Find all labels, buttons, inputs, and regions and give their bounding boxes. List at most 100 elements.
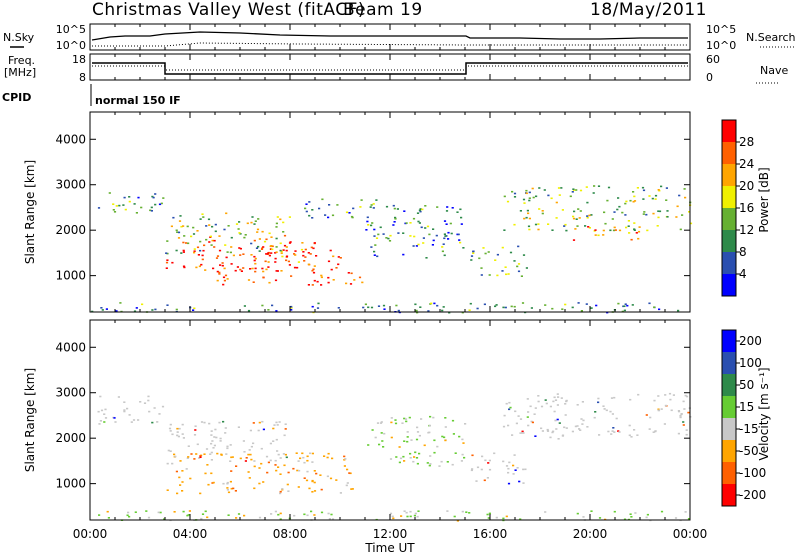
range-cell [327, 512, 330, 515]
range-cell [169, 430, 172, 432]
velocity-ylabel: Slant Range [km] [23, 368, 37, 472]
range-cell [276, 270, 279, 272]
range-cell [274, 252, 277, 254]
range-cell [649, 416, 652, 419]
range-cell [107, 517, 110, 519]
range-cell [420, 418, 423, 420]
range-cell [418, 434, 421, 437]
range-cell [173, 511, 176, 513]
range-cell [239, 254, 242, 256]
range-cell [398, 446, 401, 448]
range-cell [595, 304, 598, 307]
range-cell [320, 274, 323, 277]
range-cell [272, 427, 275, 430]
range-cell [402, 455, 405, 458]
range-cell [283, 464, 286, 467]
range-cell [564, 303, 567, 306]
range-cell [520, 275, 523, 277]
range-cell [512, 473, 515, 475]
colorbar-tick-label: 16 [739, 201, 754, 215]
range-cell [205, 225, 208, 227]
range-cell [507, 424, 510, 427]
range-cell [304, 207, 307, 210]
range-cell [210, 430, 213, 432]
range-cell [173, 453, 176, 456]
range-cell [315, 472, 318, 475]
range-cell [409, 510, 412, 513]
freq-trace [92, 62, 688, 75]
range-cell [124, 208, 127, 211]
range-cell [367, 306, 370, 309]
range-cell [154, 203, 157, 206]
range-cell [597, 185, 601, 187]
range-cell [270, 245, 273, 247]
range-cell [153, 407, 156, 409]
range-cell [210, 451, 213, 454]
range-cell [678, 194, 681, 197]
range-cell [414, 451, 417, 454]
range-cell [685, 395, 689, 398]
range-cell [628, 232, 631, 234]
range-cell [175, 229, 178, 232]
range-cell [177, 237, 181, 239]
range-cell [579, 210, 582, 212]
range-cell [160, 202, 163, 205]
range-cell [247, 279, 251, 281]
range-cell [385, 205, 389, 208]
range-cell [282, 221, 285, 224]
range-cell [621, 211, 624, 214]
range-cell [188, 510, 191, 512]
nsearch-label: N.Search [746, 31, 796, 44]
range-cell [598, 517, 602, 519]
range-cell [609, 410, 612, 413]
range-cell [535, 195, 538, 198]
range-cell [161, 405, 165, 408]
range-cell [593, 416, 596, 419]
range-cell [240, 270, 243, 272]
range-cell [502, 306, 505, 309]
range-cell [226, 445, 229, 448]
range-cell [389, 234, 392, 237]
range-cell [313, 470, 316, 472]
range-cell [574, 228, 577, 230]
range-cell [416, 515, 419, 518]
range-cell [461, 438, 464, 441]
range-cell [525, 192, 528, 195]
colorbar-tick-label: 4 [739, 267, 747, 281]
range-cell [207, 218, 211, 221]
range-cell [564, 223, 567, 226]
range-cell [260, 462, 263, 465]
range-cell [317, 302, 320, 305]
range-cell [343, 455, 346, 458]
range-cell [537, 395, 540, 397]
range-cell [484, 252, 487, 255]
range-cell [202, 249, 205, 252]
range-cell [278, 421, 281, 423]
range-cell [665, 199, 668, 201]
range-cell [100, 307, 103, 309]
range-cell [193, 434, 197, 436]
range-cell [215, 257, 219, 259]
range-cell [513, 260, 516, 262]
colorbar-tick-label: 28 [739, 135, 754, 149]
range-cell [290, 307, 293, 309]
range-cell [243, 514, 246, 517]
range-cell [296, 469, 299, 472]
range-cell [418, 222, 421, 224]
nave-label: Nave [760, 64, 788, 77]
range-cell [370, 204, 373, 206]
range-cell [431, 244, 434, 246]
range-cell [253, 255, 256, 258]
range-cell [403, 210, 406, 212]
range-cell [276, 424, 279, 426]
range-cell [521, 432, 524, 434]
range-cell [175, 470, 178, 473]
range-cell [470, 469, 473, 472]
range-cell [462, 442, 465, 444]
range-cell [158, 413, 161, 415]
range-cell [624, 202, 627, 205]
range-cell [221, 264, 224, 267]
range-cell [306, 459, 309, 462]
range-cell [203, 244, 206, 247]
range-cell [660, 185, 663, 188]
